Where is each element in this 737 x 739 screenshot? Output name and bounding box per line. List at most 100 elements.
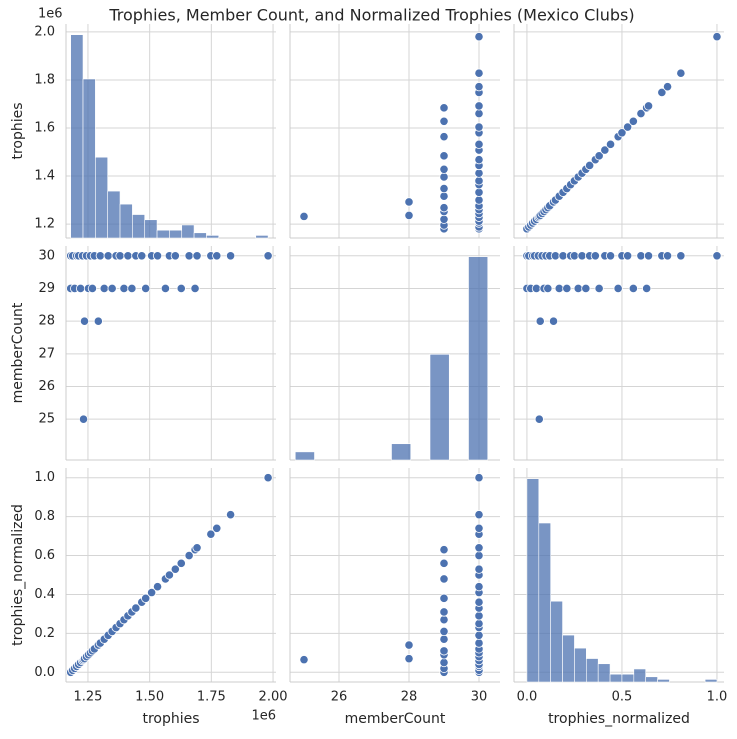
histogram-bar — [294, 451, 315, 461]
scatter-point — [581, 283, 591, 294]
scatter-point — [75, 283, 86, 294]
scatter-point — [184, 251, 194, 261]
histogram-bar — [645, 676, 658, 683]
x-tick-label: 1.25 — [73, 690, 102, 705]
scatter-point — [141, 593, 151, 603]
scatter-point — [439, 626, 449, 637]
scatter-point — [474, 32, 484, 42]
scatter-point — [554, 283, 564, 294]
scatter-point — [263, 251, 273, 261]
scatter-point — [712, 32, 722, 42]
scatter-point — [439, 593, 449, 603]
scatter-point — [170, 564, 180, 574]
scatter-point — [531, 283, 542, 294]
scatter-point — [192, 251, 202, 261]
scatter-point — [263, 473, 273, 483]
scatter-point — [212, 251, 222, 261]
y-tick-label: 1.0 — [34, 470, 55, 485]
histogram-bar — [562, 634, 575, 683]
x-tick-label: 1.50 — [135, 690, 164, 705]
scatter-point — [299, 211, 309, 221]
y-tick-label: 0.6 — [34, 548, 55, 563]
y-axis-label: trophies_normalized — [10, 504, 26, 646]
scatter-point — [141, 283, 151, 294]
scatter-point — [439, 607, 449, 617]
scatter-point — [103, 251, 113, 261]
scatter-point — [474, 473, 484, 483]
x-offset-label: 1e6 — [251, 709, 276, 724]
scatter-point — [439, 646, 449, 656]
panel — [513, 24, 724, 239]
scatter-point — [676, 68, 686, 78]
scatter-point — [474, 582, 484, 592]
scatter-point — [562, 283, 572, 294]
scatter-point — [600, 145, 610, 155]
scatter-point — [119, 283, 129, 294]
scatter-point — [127, 283, 137, 294]
scatter-point — [107, 283, 117, 294]
histogram-bar — [119, 203, 133, 239]
scatter-point — [206, 529, 216, 539]
scatter-point — [590, 251, 600, 261]
x-tick-label: 2.00 — [259, 690, 288, 705]
scatter-point — [474, 155, 484, 165]
x-tick-label: 0.0 — [517, 690, 538, 705]
scatter-point — [474, 82, 484, 92]
scatter-point — [439, 634, 449, 644]
scatter-point — [439, 132, 449, 142]
scatter-point — [550, 251, 561, 261]
scatter-point — [534, 414, 544, 424]
histogram-bar — [144, 219, 158, 239]
scatter-point — [474, 638, 484, 648]
histogram-bar — [704, 679, 718, 683]
histogram-bar — [82, 78, 96, 239]
histogram-bar — [538, 522, 551, 683]
scatter-point — [439, 214, 449, 224]
x-tick-label: 26 — [331, 690, 348, 705]
scatter-point — [439, 545, 449, 555]
scatter-point — [184, 550, 194, 561]
scatter-point — [147, 587, 157, 598]
scatter-point — [439, 657, 449, 668]
y-tick-label: 1.8 — [34, 72, 55, 87]
histogram-bar — [95, 156, 109, 239]
scatter-point — [474, 510, 484, 520]
y-tick-label: 0.2 — [34, 626, 55, 641]
y-tick-label: 26 — [38, 379, 55, 394]
scatter-point — [87, 283, 98, 294]
scatter-point — [160, 283, 171, 294]
scatter-point — [569, 251, 580, 261]
x-axis-label: trophies_normalized — [548, 711, 690, 727]
scatter-point — [225, 510, 236, 520]
scatter-point — [623, 251, 633, 261]
histogram-bar — [586, 658, 599, 683]
scatter-point — [474, 68, 484, 78]
scatter-point — [439, 191, 449, 201]
scatter-point — [585, 160, 595, 171]
y-tick-label: 0.4 — [34, 587, 55, 602]
scatter-point — [225, 251, 236, 261]
scatter-point — [474, 168, 484, 178]
scatter-point — [474, 195, 484, 205]
panel — [65, 468, 276, 683]
scatter-point — [712, 251, 722, 261]
scatter-point — [99, 283, 109, 294]
histogram-bar — [193, 232, 207, 239]
y-tick-label: 0.0 — [34, 665, 55, 680]
histogram-bar — [169, 229, 183, 239]
scatter-point — [164, 570, 174, 580]
scatter-point — [474, 101, 484, 111]
y-tick-label: 0.8 — [34, 509, 55, 524]
scatter-point — [474, 108, 484, 119]
scatter-point — [192, 543, 202, 553]
panel — [289, 24, 500, 239]
panel — [65, 246, 276, 461]
y-tick-label: 28 — [38, 314, 55, 329]
scatter-point — [474, 523, 484, 533]
scatter-point — [605, 251, 616, 261]
scatter-point — [439, 203, 449, 213]
histogram-bar — [107, 190, 121, 239]
y-tick-label: 29 — [38, 281, 55, 296]
histogram-bar — [181, 224, 195, 239]
